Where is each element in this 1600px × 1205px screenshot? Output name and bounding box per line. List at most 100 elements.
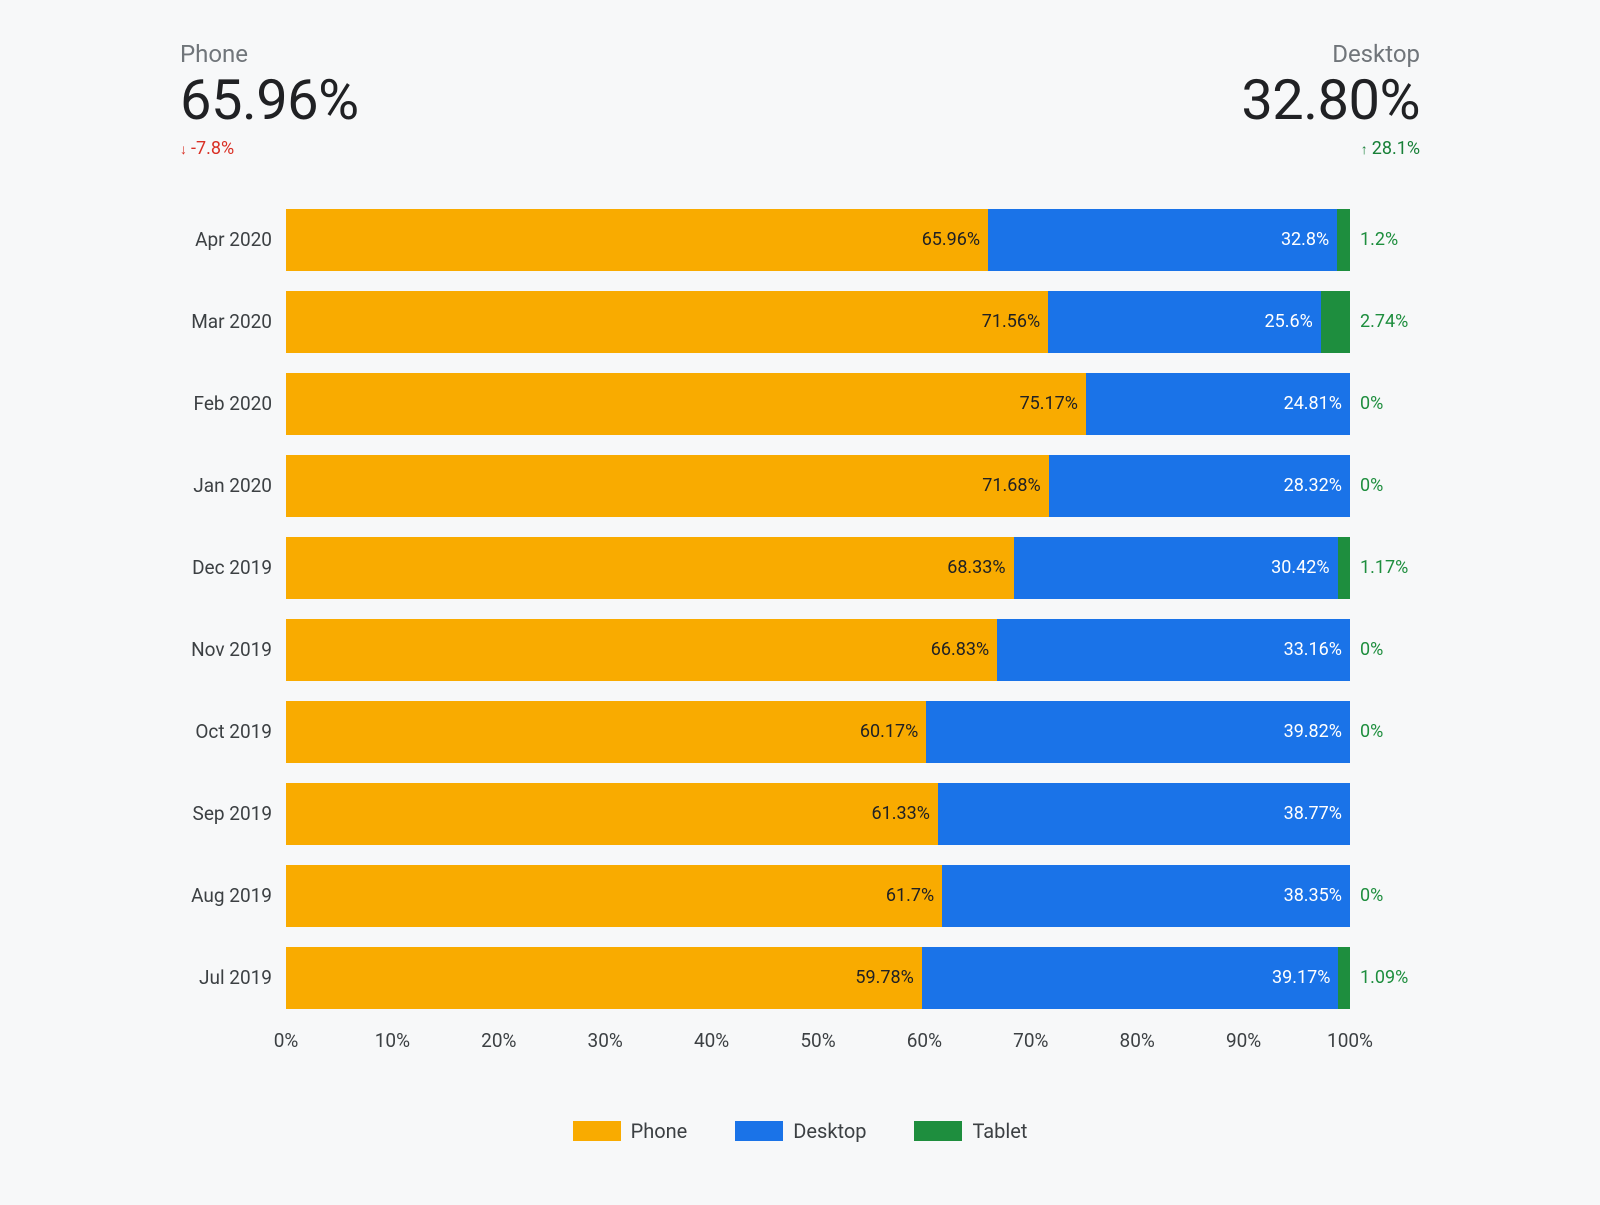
bar-track: 60.17%39.82% xyxy=(286,701,1350,763)
bar-segment-desktop: 25.6% xyxy=(1048,291,1321,353)
bar-segment-phone: 66.83% xyxy=(286,619,997,681)
bar-outside-label: 0% xyxy=(1350,475,1420,496)
bar-segment-desktop: 38.35% xyxy=(942,865,1350,927)
legend-label-phone: Phone xyxy=(631,1119,688,1143)
bar-segment-tablet xyxy=(1337,209,1350,271)
bar-row-label: Feb 2020 xyxy=(180,392,286,415)
bar-outside-label: 1.2% xyxy=(1350,229,1420,250)
bar-row: Sep 201961.33%38.77% xyxy=(180,783,1420,845)
legend-label-tablet: Tablet xyxy=(972,1119,1027,1143)
bar-row-label: Jul 2019 xyxy=(180,966,286,989)
bar-segment-desktop: 39.17% xyxy=(922,947,1339,1009)
bar-outside-label: 1.09% xyxy=(1350,967,1420,988)
bar-outside-label: 0% xyxy=(1350,393,1420,414)
summary-phone: Phone 65.96% -7.8% xyxy=(180,40,359,159)
bar-row-label: Dec 2019 xyxy=(180,556,286,579)
x-axis: 0%10%20%30%40%50%60%70%80%90%100% xyxy=(286,1029,1350,1059)
bar-row: Oct 201960.17%39.82%0% xyxy=(180,701,1420,763)
bar-row: Mar 202071.56%25.6%2.74% xyxy=(180,291,1420,353)
bar-segment-phone: 59.78% xyxy=(286,947,922,1009)
bar-segment-desktop: 38.77% xyxy=(938,783,1350,845)
x-axis-tick: 60% xyxy=(907,1029,942,1052)
legend-label-desktop: Desktop xyxy=(793,1119,866,1143)
x-axis-tick: 20% xyxy=(481,1029,516,1052)
x-axis-tick: 100% xyxy=(1327,1029,1373,1052)
bar-outside-label: 0% xyxy=(1350,885,1420,906)
bar-outside-label: 1.17% xyxy=(1350,557,1420,578)
x-axis-tick: 80% xyxy=(1120,1029,1155,1052)
summary-row: Phone 65.96% -7.8% Desktop 32.80% 28.1% xyxy=(60,40,1540,159)
bar-outside-label: 0% xyxy=(1350,639,1420,660)
bar-track: 61.33%38.77% xyxy=(286,783,1350,845)
bar-row-label: Oct 2019 xyxy=(180,720,286,743)
summary-phone-delta: -7.8% xyxy=(180,138,359,159)
bar-segment-desktop: 24.81% xyxy=(1086,373,1350,435)
bar-row-label: Apr 2020 xyxy=(180,228,286,251)
bar-row-label: Mar 2020 xyxy=(180,310,286,333)
bar-row: Feb 202075.17%24.81%0% xyxy=(180,373,1420,435)
x-axis-tick: 0% xyxy=(274,1029,299,1052)
bar-segment-desktop: 32.8% xyxy=(988,209,1337,271)
x-axis-tick: 50% xyxy=(800,1029,835,1052)
legend-swatch-tablet xyxy=(914,1121,962,1141)
bar-segment-phone: 61.33% xyxy=(286,783,938,845)
bar-row-label: Nov 2019 xyxy=(180,638,286,661)
bar-segment-phone: 71.56% xyxy=(286,291,1048,353)
legend: Phone Desktop Tablet xyxy=(60,1119,1540,1143)
bar-track: 71.68%28.32% xyxy=(286,455,1350,517)
x-axis-tick: 10% xyxy=(375,1029,410,1052)
bar-row-label: Sep 2019 xyxy=(180,802,286,825)
chart-area: Apr 202065.96%32.8%1.2%Mar 202071.56%25.… xyxy=(180,209,1420,1059)
x-axis-tick: 70% xyxy=(1013,1029,1048,1052)
bar-outside-label: 0% xyxy=(1350,721,1420,742)
summary-desktop-value: 32.80% xyxy=(1241,70,1420,132)
bar-track: 68.33%30.42% xyxy=(286,537,1350,599)
summary-phone-delta-value: -7.8% xyxy=(191,138,234,159)
bar-track: 71.56%25.6% xyxy=(286,291,1350,353)
dashboard-chart-card: Phone 65.96% -7.8% Desktop 32.80% 28.1% … xyxy=(60,40,1540,1165)
bar-segment-phone: 75.17% xyxy=(286,373,1086,435)
arrow-up-icon xyxy=(1361,138,1368,159)
summary-desktop-label: Desktop xyxy=(1332,40,1420,68)
bar-segment-tablet xyxy=(1321,291,1350,353)
summary-phone-label: Phone xyxy=(180,40,359,68)
bar-segment-phone: 68.33% xyxy=(286,537,1014,599)
legend-swatch-phone xyxy=(573,1121,621,1141)
bar-track: 75.17%24.81% xyxy=(286,373,1350,435)
bar-segment-phone: 61.7% xyxy=(286,865,942,927)
bar-segment-desktop: 30.42% xyxy=(1014,537,1338,599)
x-axis-tick: 90% xyxy=(1226,1029,1261,1052)
legend-swatch-desktop xyxy=(735,1121,783,1141)
bar-row: Jul 201959.78%39.17%1.09% xyxy=(180,947,1420,1009)
bar-row-label: Aug 2019 xyxy=(180,884,286,907)
bar-segment-desktop: 33.16% xyxy=(997,619,1350,681)
summary-desktop-delta-value: 28.1% xyxy=(1372,138,1420,159)
bar-row: Apr 202065.96%32.8%1.2% xyxy=(180,209,1420,271)
bar-segment-desktop: 28.32% xyxy=(1049,455,1350,517)
legend-item-desktop: Desktop xyxy=(735,1119,866,1143)
bar-segment-tablet xyxy=(1338,537,1350,599)
x-axis-tick: 40% xyxy=(694,1029,729,1052)
bar-track: 66.83%33.16% xyxy=(286,619,1350,681)
bar-segment-phone: 71.68% xyxy=(286,455,1049,517)
bar-outside-label: 2.74% xyxy=(1350,311,1420,332)
bar-track: 59.78%39.17% xyxy=(286,947,1350,1009)
bar-row-label: Jan 2020 xyxy=(180,474,286,497)
x-axis-tick: 30% xyxy=(588,1029,623,1052)
arrow-down-icon xyxy=(180,138,187,159)
bar-row: Dec 201968.33%30.42%1.17% xyxy=(180,537,1420,599)
legend-item-phone: Phone xyxy=(573,1119,688,1143)
summary-phone-value: 65.96% xyxy=(180,70,359,132)
legend-item-tablet: Tablet xyxy=(914,1119,1027,1143)
bar-row: Jan 202071.68%28.32%0% xyxy=(180,455,1420,517)
bar-segment-desktop: 39.82% xyxy=(926,701,1350,763)
bars-container: Apr 202065.96%32.8%1.2%Mar 202071.56%25.… xyxy=(180,209,1420,1009)
bar-track: 65.96%32.8% xyxy=(286,209,1350,271)
bar-segment-phone: 60.17% xyxy=(286,701,926,763)
bar-track: 61.7%38.35% xyxy=(286,865,1350,927)
bar-row: Aug 201961.7%38.35%0% xyxy=(180,865,1420,927)
summary-desktop: Desktop 32.80% 28.1% xyxy=(1241,40,1420,159)
bar-segment-tablet xyxy=(1338,947,1350,1009)
x-axis-ticks: 0%10%20%30%40%50%60%70%80%90%100% xyxy=(286,1029,1350,1059)
bar-segment-phone: 65.96% xyxy=(286,209,988,271)
